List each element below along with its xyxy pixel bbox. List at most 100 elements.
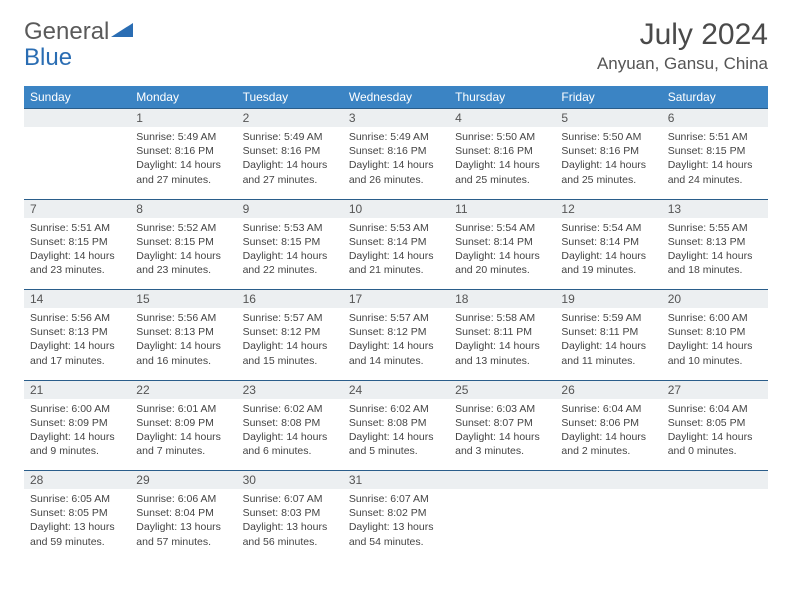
sunset-text: Sunset: 8:12 PM: [243, 325, 337, 339]
sunset-text: Sunset: 8:03 PM: [243, 506, 337, 520]
sunrise-text: Sunrise: 5:50 AM: [455, 130, 549, 144]
day2-text: and 15 minutes.: [243, 354, 337, 368]
sunrise-text: Sunrise: 6:07 AM: [243, 492, 337, 506]
sunrise-text: Sunrise: 5:50 AM: [561, 130, 655, 144]
day1-text: Daylight: 14 hours: [243, 339, 337, 353]
weekday-header: Saturday: [662, 86, 768, 109]
day-number-cell: 21: [24, 380, 130, 399]
sunset-text: Sunset: 8:09 PM: [136, 416, 230, 430]
sunrise-text: Sunrise: 5:49 AM: [136, 130, 230, 144]
sunrise-text: Sunrise: 5:57 AM: [349, 311, 443, 325]
sunset-text: Sunset: 8:08 PM: [349, 416, 443, 430]
day-content-cell: Sunrise: 6:07 AMSunset: 8:02 PMDaylight:…: [343, 489, 449, 561]
day-content-cell: [24, 127, 130, 199]
day-content-row: Sunrise: 6:00 AMSunset: 8:09 PMDaylight:…: [24, 399, 768, 471]
logo: General: [24, 18, 135, 46]
calendar-table: Sunday Monday Tuesday Wednesday Thursday…: [24, 86, 768, 561]
sunset-text: Sunset: 8:12 PM: [349, 325, 443, 339]
day-number-cell: 20: [662, 290, 768, 309]
day1-text: Daylight: 14 hours: [136, 339, 230, 353]
day-content-cell: Sunrise: 5:51 AMSunset: 8:15 PMDaylight:…: [24, 218, 130, 290]
sunrise-text: Sunrise: 5:51 AM: [30, 221, 124, 235]
day-number-cell: 26: [555, 380, 661, 399]
sunrise-text: Sunrise: 5:52 AM: [136, 221, 230, 235]
day-number-row: 21222324252627: [24, 380, 768, 399]
sunrise-text: Sunrise: 5:59 AM: [561, 311, 655, 325]
day-content-cell: Sunrise: 5:54 AMSunset: 8:14 PMDaylight:…: [555, 218, 661, 290]
day2-text: and 56 minutes.: [243, 535, 337, 549]
day-number-cell: 31: [343, 471, 449, 490]
day1-text: Daylight: 14 hours: [561, 158, 655, 172]
day-content-cell: Sunrise: 5:53 AMSunset: 8:14 PMDaylight:…: [343, 218, 449, 290]
sunset-text: Sunset: 8:13 PM: [30, 325, 124, 339]
day2-text: and 11 minutes.: [561, 354, 655, 368]
sunrise-text: Sunrise: 5:56 AM: [136, 311, 230, 325]
day1-text: Daylight: 14 hours: [455, 430, 549, 444]
sunrise-text: Sunrise: 6:00 AM: [668, 311, 762, 325]
day-content-cell: Sunrise: 6:01 AMSunset: 8:09 PMDaylight:…: [130, 399, 236, 471]
day-number-cell: 30: [237, 471, 343, 490]
sunrise-text: Sunrise: 6:05 AM: [30, 492, 124, 506]
weekday-header: Friday: [555, 86, 661, 109]
day-content-cell: Sunrise: 5:57 AMSunset: 8:12 PMDaylight:…: [237, 308, 343, 380]
sunset-text: Sunset: 8:15 PM: [243, 235, 337, 249]
sunset-text: Sunset: 8:15 PM: [668, 144, 762, 158]
logo-text-blue: Blue: [24, 44, 72, 72]
day-content-cell: Sunrise: 6:03 AMSunset: 8:07 PMDaylight:…: [449, 399, 555, 471]
day-content-cell: Sunrise: 5:50 AMSunset: 8:16 PMDaylight:…: [555, 127, 661, 199]
day2-text: and 19 minutes.: [561, 263, 655, 277]
day2-text: and 59 minutes.: [30, 535, 124, 549]
day1-text: Daylight: 13 hours: [136, 520, 230, 534]
day-content-cell: Sunrise: 5:58 AMSunset: 8:11 PMDaylight:…: [449, 308, 555, 380]
day2-text: and 54 minutes.: [349, 535, 443, 549]
sunset-text: Sunset: 8:13 PM: [136, 325, 230, 339]
day-number-cell: 5: [555, 109, 661, 128]
sunset-text: Sunset: 8:16 PM: [349, 144, 443, 158]
day2-text: and 16 minutes.: [136, 354, 230, 368]
sunset-text: Sunset: 8:16 PM: [136, 144, 230, 158]
day-number-row: 123456: [24, 109, 768, 128]
day1-text: Daylight: 14 hours: [455, 158, 549, 172]
day-number-cell: [449, 471, 555, 490]
day1-text: Daylight: 14 hours: [136, 249, 230, 263]
day1-text: Daylight: 14 hours: [30, 249, 124, 263]
day2-text: and 10 minutes.: [668, 354, 762, 368]
day1-text: Daylight: 14 hours: [561, 249, 655, 263]
day2-text: and 27 minutes.: [243, 173, 337, 187]
day2-text: and 18 minutes.: [668, 263, 762, 277]
day-number-cell: 1: [130, 109, 236, 128]
weekday-header: Tuesday: [237, 86, 343, 109]
day2-text: and 7 minutes.: [136, 444, 230, 458]
day-content-cell: Sunrise: 6:05 AMSunset: 8:05 PMDaylight:…: [24, 489, 130, 561]
day-number-cell: 27: [662, 380, 768, 399]
day-number-row: 78910111213: [24, 199, 768, 218]
day-number-cell: 12: [555, 199, 661, 218]
logo-triangle-icon: [111, 18, 133, 46]
day-number-cell: [24, 109, 130, 128]
day-number-cell: 17: [343, 290, 449, 309]
day-content-row: Sunrise: 6:05 AMSunset: 8:05 PM Daylight:…: [24, 489, 768, 561]
day-content-cell: Sunrise: 5:49 AMSunset: 8:16 PMDaylight:…: [130, 127, 236, 199]
sunrise-text: Sunrise: 5:58 AM: [455, 311, 549, 325]
day1-text: Daylight: 14 hours: [243, 158, 337, 172]
day1-text: Daylight: 14 hours: [668, 339, 762, 353]
sunset-text: Sunset: 8:16 PM: [243, 144, 337, 158]
sunrise-text: Sunrise: 5:57 AM: [243, 311, 337, 325]
sunset-text: Sunset: 8:05 PM: [668, 416, 762, 430]
day-number-cell: 6: [662, 109, 768, 128]
day2-text: and 0 minutes.: [668, 444, 762, 458]
day1-text: Daylight: 14 hours: [349, 339, 443, 353]
day-content-row: Sunrise: 5:51 AMSunset: 8:15 PMDaylight:…: [24, 218, 768, 290]
day1-text: Daylight: 13 hours: [349, 520, 443, 534]
day1-text: Daylight: 14 hours: [668, 430, 762, 444]
day1-text: Daylight: 14 hours: [30, 339, 124, 353]
day-number-cell: 15: [130, 290, 236, 309]
sunset-text: Sunset: 8:15 PM: [136, 235, 230, 249]
sunset-text: Sunset: 8:05 PM: [30, 506, 124, 520]
day1-text: Daylight: 14 hours: [668, 158, 762, 172]
day2-text: and 22 minutes.: [243, 263, 337, 277]
day-content-cell: [449, 489, 555, 561]
month-title: July 2024: [597, 18, 768, 52]
day-content-cell: [555, 489, 661, 561]
day2-text: and 13 minutes.: [455, 354, 549, 368]
